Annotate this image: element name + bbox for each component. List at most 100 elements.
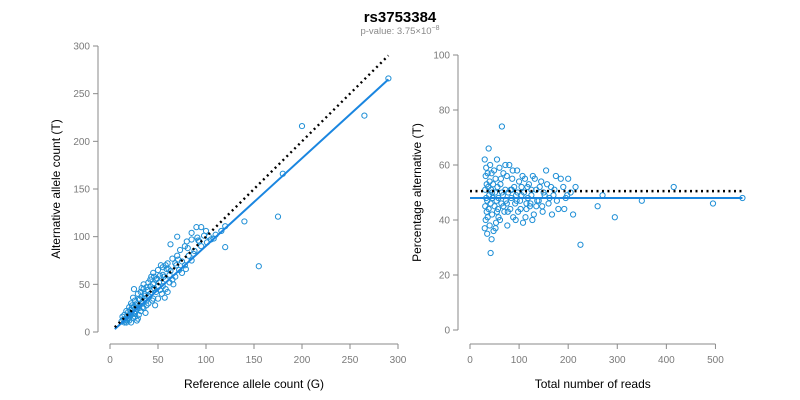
chart1-data-point [200,232,208,239]
chart2-data-point [565,175,572,182]
chart2-data-point [539,203,546,210]
chart2-data-point [493,156,501,163]
chart2-data-point [523,205,530,213]
chart1-data-point [193,224,200,231]
chart2-data-point [543,181,551,188]
chart2-data-point [555,205,562,213]
chart2-data-point [481,156,488,163]
chart2-data-point [485,145,492,152]
chart2-data-point [488,189,496,196]
chart2-data-point [529,216,536,224]
chart2-x-tick-label: 100 [511,355,528,366]
chart2-data-point [548,211,556,218]
chart1-data-point [157,262,164,269]
chart1-y-axis-label: Alternative allele count (T) [49,119,63,258]
chart2-data-point [503,172,510,180]
chart1-data-point [163,265,170,273]
chart2-data-point [500,170,507,177]
chart2-data-point [504,208,511,215]
chart1-data-point [176,246,184,254]
chart2-y-tick-label: 40 [439,216,451,227]
chart1-data-point [128,302,136,309]
chart2-data-point [486,222,493,229]
chart2-data-point [523,200,530,207]
chart1-data-point [222,244,229,251]
chart2-data-point [488,170,495,177]
chart2-data-point [528,186,535,193]
chart1-y-tick-label: 150 [73,185,90,196]
chart2-data-point [495,214,502,221]
chart2-data-point [488,236,495,243]
chart2-data-point [484,230,491,237]
chart2-data-point [483,208,490,215]
chart-title: rs3753384 [364,9,437,26]
chart2-data-point [515,178,523,185]
chart2-data-point [569,211,577,218]
chart1-x-tick-label: 150 [246,355,263,366]
chart2-data-point [489,181,497,188]
scatter-panel-percentage: 0 100 200 300 400 500 0 20 40 60 80 100 Total number… [410,51,746,391]
subtitle-prefix: p-value: 3.75×10 [360,26,431,37]
chart2-y-axis-label: Percentage alternative (T) [410,123,424,262]
chart2-x-tick-label: 300 [609,355,626,366]
chart1-data-point [170,281,177,288]
chart-subtitle: p-value: 3.75×10−8 [360,25,439,37]
chart1-data-point [148,273,155,280]
scatter-panel-allele-counts: 0 50 100 150 200 250 300 0 50 100 150 200 250 300 Refe… [49,42,407,392]
chart1-y-tick-label: 300 [73,42,90,53]
chart2-data-point [498,123,506,130]
chart2-data-point [531,175,538,182]
chart1-x-axis-label: Reference allele count (G) [184,377,324,391]
chart1-data-point [191,247,198,255]
chart2-data-point [509,175,516,182]
chart1-data-point [152,302,159,309]
chart2-data-point [493,208,501,215]
chart1-data-point [241,218,248,225]
chart2-data-point [497,175,505,182]
chart2-data-point [538,178,545,185]
chart1-data-point [174,252,181,259]
chart1-data-point [130,286,138,293]
chart2-data-point [492,219,500,226]
chart1-data-point [176,266,183,274]
chart2-x-tick-label: 0 [467,355,473,366]
chart2-data-point [482,186,489,193]
chart2-y-tick-label: 80 [439,106,451,117]
subtitle-exponent: −8 [432,25,440,32]
chart2-data-point [557,175,564,182]
chart1-data-point [129,294,137,301]
chart2-data-point [519,219,527,226]
chart1-reference-line [113,54,390,329]
chart1-data-point [145,300,152,307]
chart2-data-point [483,181,490,188]
chart1-data-point [167,241,174,248]
chart2-data-point [572,183,579,191]
chart1-data-point [164,260,171,267]
chart2-data-point [506,161,513,169]
chart1-data-point [138,285,145,292]
chart2-data-point [482,203,489,210]
chart2-data-point [536,183,543,191]
chart1-data-point [162,286,169,293]
chart2-x-axis-label: Total number of reads [535,377,651,391]
chart2-data-point [539,208,546,215]
chart1-data-point [151,285,158,292]
chart1-data-point [169,255,176,262]
chart2-data-point [481,225,488,232]
chart2-data-point [492,175,499,182]
chart1-regression-line [114,78,390,330]
chart2-x-tick-label: 500 [707,355,724,366]
chart2-data-point [496,164,503,171]
chart1-data-point [134,315,141,322]
chart2-data-point [542,167,550,174]
chart1-data-point [188,229,195,236]
chart1-data-point [298,122,306,130]
chart1-y-tick-label: 50 [79,280,91,291]
chart1-data-point [210,235,217,242]
chart1-y-tick-label: 100 [73,232,90,243]
chart1-y-tick-label: 250 [73,89,90,100]
chart1-x-tick-label: 0 [107,355,113,366]
chart1-data-point [274,213,282,220]
chart2-data-point [530,211,537,218]
chart2-data-point [552,172,560,180]
